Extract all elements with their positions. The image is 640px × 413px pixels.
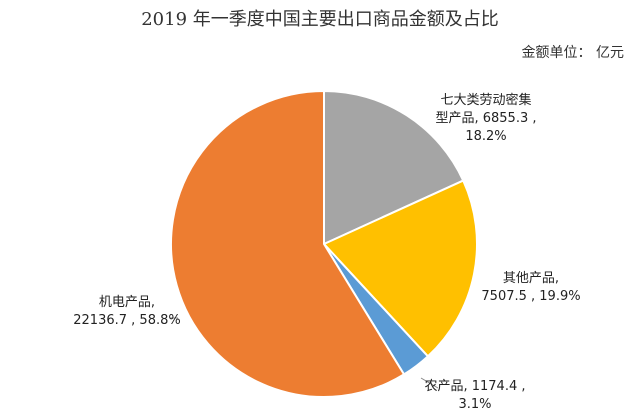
slice-label-line: 机电产品, [99,295,155,310]
slice-label-line: 7507.5 , 19.9% [481,289,580,304]
slice-label-line: 3.1% [458,397,491,412]
slice-label-line: 农产品, 1174.4 , [424,379,525,394]
pie-slice-4 [170,89,406,398]
slice-data-label-1: 七大类劳动密集型产品, 6855.3 , 18.2% [435,92,536,144]
slice-data-label-3: 农产品, 1174.4 , 3.1% [424,379,525,412]
leader-line-3 [420,377,439,389]
slice-data-label-2: 其他产品, 7507.5 , 19.9% [481,271,580,304]
pie-slice-1 [323,89,465,246]
unit-label: 金额单位： 亿元 [521,45,624,61]
slice-label-line: 22136.7 , 58.8% [73,313,180,328]
chart-title: 2019 年一季度中国主要出口商品金额及占比 [141,9,499,30]
slice-label-line: 型产品, 6855.3 , [435,111,536,126]
slice-data-label-4: 机电产品, 22136.7 , 58.8% [73,295,180,328]
pie-slice-2 [322,179,478,358]
slice-label-line: 18.2% [465,129,506,144]
slice-label-line: 七大类劳动密集 [440,92,531,108]
slice-label-line: 其他产品, [503,271,559,286]
